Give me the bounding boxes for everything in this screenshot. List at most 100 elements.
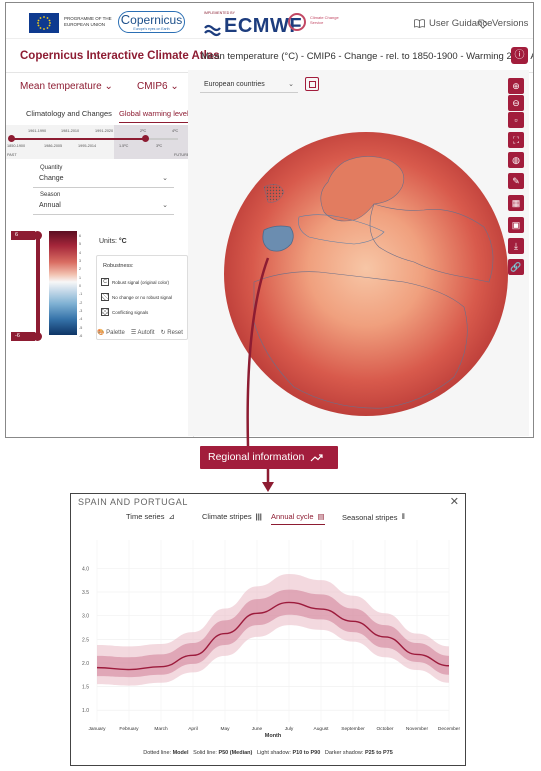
image-button[interactable]: ▣ <box>508 217 524 233</box>
info-button[interactable]: ⓘ <box>511 47 528 64</box>
timeline-label: 1995-2014 <box>78 144 97 148</box>
x-tick-label: March <box>154 726 168 732</box>
chevron-down-icon: ⌄ <box>288 81 294 88</box>
ecmwf-logo[interactable]: ECMWF <box>204 15 302 38</box>
tab-climate-stripes[interactable]: Climate stripes ||| <box>202 512 262 521</box>
tab-climatology[interactable]: Climatology and Changes <box>26 109 112 118</box>
zoom-in-icon: ⊕ <box>512 81 520 91</box>
chevron-down-icon: ⌄ <box>104 81 113 92</box>
dataset-selector[interactable]: CMIP6 ⌄ <box>137 81 179 92</box>
copernicus-logo[interactable]: Copernicus Europe's eyes on Earth <box>118 11 185 33</box>
y-tick-label: 4.0 <box>82 566 89 572</box>
link-icon: 🔗 <box>510 262 522 272</box>
eu-flag-icon <box>29 13 59 33</box>
timeline-start-handle[interactable] <box>8 135 15 142</box>
colorbar-max-handle[interactable] <box>33 231 42 240</box>
fullscreen-icon: ⛶ <box>512 135 520 145</box>
season-select[interactable]: Annual ⌄ <box>33 199 174 215</box>
colorbar-min-value[interactable]: -6 <box>11 332 35 341</box>
autofit-button[interactable]: ☰ Autofit <box>130 330 155 336</box>
x-tick-label: November <box>406 726 429 732</box>
region-dropdown[interactable]: European countries ⌄ <box>200 77 298 93</box>
close-button[interactable]: ✕ <box>450 495 459 508</box>
colorbar-tick-label: -5 <box>79 325 83 330</box>
tab-annual-cycle[interactable]: Annual cycle ▤ <box>271 512 325 525</box>
palette-button[interactable]: 🎨 Palette <box>97 330 125 336</box>
colorbar-tick-label: -6 <box>79 334 83 338</box>
colorbar-tick-label: 2 <box>79 267 81 272</box>
user-guidance-link[interactable]: User Guidance <box>414 18 492 29</box>
regional-information-button[interactable]: Regional information <box>200 446 338 469</box>
y-tick-label: 2.5 <box>82 637 89 643</box>
globe-landmasses <box>253 156 494 409</box>
chart-legend: Dotted line: Model Solid line: P50 (Medi… <box>143 750 393 756</box>
timeline-end-handle[interactable] <box>142 135 149 142</box>
x-tick-label: January <box>88 726 106 732</box>
colorbar-min-handle[interactable] <box>33 332 42 341</box>
close-icon: ✕ <box>449 496 459 508</box>
timeline-label: 1986-2005 <box>44 144 63 148</box>
line-chart-icon: ⊿ <box>168 512 175 521</box>
timeline-label: 2ºC <box>140 129 147 133</box>
image-icon: ▣ <box>511 220 521 230</box>
quantity-select[interactable]: Change ⌄ <box>33 172 174 188</box>
robustness-legend: Robustness: C Robust signal (original col… <box>96 255 188 340</box>
c3s-logo-icon[interactable] <box>288 13 306 31</box>
chevron-down-icon: ⌄ <box>162 202 168 209</box>
colorbar-tick-label: 1 <box>79 275 81 280</box>
versions-link[interactable]: Versions <box>478 18 528 29</box>
median-line <box>96 601 450 671</box>
timeline-track <box>10 138 170 140</box>
timeline-label: 1961-1990 <box>28 129 47 133</box>
region-select-button[interactable] <box>305 77 319 91</box>
zoom-in-button[interactable]: ⊕ <box>508 78 524 94</box>
implemented-by-text: IMPLEMENTED BY <box>204 11 235 15</box>
layer-button[interactable]: ▫ <box>508 112 524 128</box>
trending-up-icon <box>310 453 323 461</box>
annual-cycle-chart[interactable]: 1.0 1.5 2.0 2.5 3.0 3.5 4.0 January February Marc… <box>71 532 467 742</box>
tab-time-series[interactable]: Time series ⊿ <box>126 512 175 521</box>
tab-seasonal-stripes[interactable]: Seasonal stripes ⦀ <box>342 512 405 522</box>
zoom-out-button[interactable]: ⊖ <box>508 95 524 111</box>
fullscreen-button[interactable]: ⛶ <box>508 132 524 148</box>
pin-button[interactable]: ✎ <box>508 173 524 189</box>
globe-map[interactable] <box>224 132 508 416</box>
colorbar-tick-label: 6 <box>79 234 81 238</box>
x-tick-label: December <box>438 726 461 732</box>
pattern-button[interactable]: ▦ <box>508 195 524 211</box>
timeline-label: 1.5ºC <box>119 144 129 148</box>
variable-selector[interactable]: Mean temperature ⌄ <box>20 81 113 92</box>
robustness-robust-item: C Robust signal (original color) <box>101 278 169 286</box>
robustness-no-change-item: No change or no robust signal <box>101 293 172 301</box>
robust-icon: C <box>101 278 109 286</box>
colorbar-tools: 🎨 Palette ☰ Autofit ↻ Reset <box>97 329 183 336</box>
x-tick-label: June <box>252 726 263 732</box>
tag-icon <box>478 19 488 29</box>
timeline-label: 3ºC <box>156 144 163 148</box>
timeline-slider[interactable]: 1961-1990 1981-2010 1991-2020 2ºC 4ºC 18… <box>6 125 194 159</box>
colorbar-range-track[interactable] <box>36 233 40 336</box>
spain-portugal-region[interactable] <box>262 225 294 252</box>
app-title: Copernicus Interactive Climate Atlas <box>20 50 220 62</box>
download-button[interactable]: ⤓ <box>508 238 524 254</box>
globe-button[interactable]: ◍ <box>508 152 524 168</box>
tab-global-warming-levels[interactable]: Global warming levels <box>119 109 193 123</box>
colorbar-tick-label: 4 <box>79 250 81 255</box>
colorbar-max-value[interactable]: 6 <box>11 231 35 240</box>
timeline-label: 4ºC <box>172 129 179 133</box>
colorbar-tick-label: -4 <box>79 317 83 322</box>
download-icon: ⤓ <box>514 241 518 251</box>
regional-panel: SPAIN AND PORTUGAL ✕ Time series ⊿ Climat… <box>70 493 466 766</box>
c3s-text: Climate Change Service <box>310 15 339 25</box>
timeline-past-label: PAST <box>7 153 17 157</box>
x-tick-label: September <box>341 726 365 732</box>
colorbar-tick-label: 3 <box>79 259 81 263</box>
stripes-icon: ||| <box>255 512 262 521</box>
reset-button[interactable]: ↻ Reset <box>160 330 183 336</box>
link-button[interactable]: 🔗 <box>508 259 524 275</box>
timeline-future-label: FUTURE <box>174 153 190 157</box>
checker-icon: ▦ <box>511 198 521 208</box>
book-icon <box>414 19 425 28</box>
timeline-highlight <box>114 125 194 159</box>
